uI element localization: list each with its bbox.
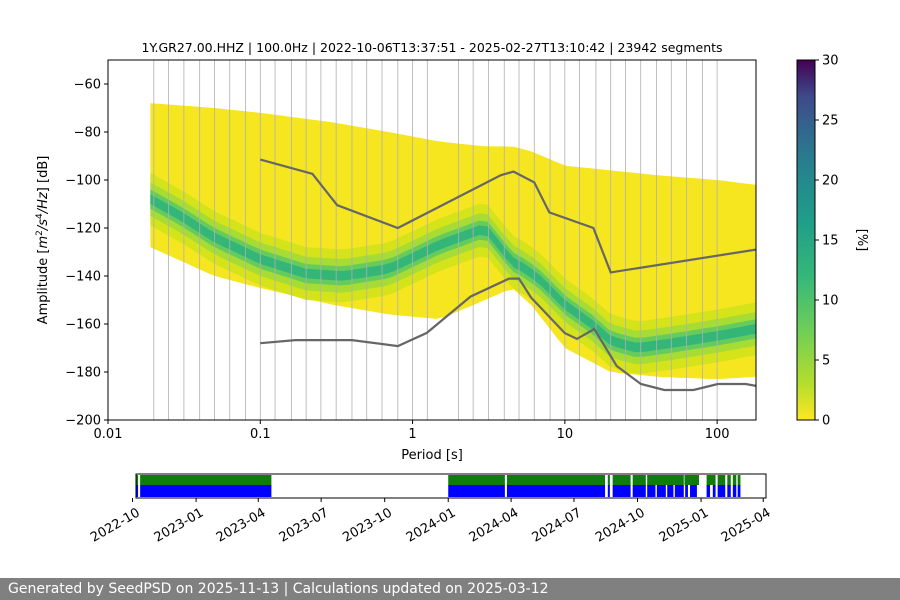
coverage-segment-bottom: [690, 485, 697, 497]
y-axis-ticks: −60 −80 −100 −120 −140 −160 −180 −200: [65, 78, 108, 429]
nlnm-curve: [260, 277, 756, 392]
coverage-segment-bottom: [706, 485, 711, 497]
coverage-segment-bottom: [667, 485, 674, 497]
timeline-tick-label: 2024-10: [593, 505, 648, 545]
x-tick-label: 0.1: [250, 427, 271, 442]
timeline-tick-label: 2024-01: [404, 505, 459, 545]
colorbar-tick-label: 15: [822, 234, 839, 249]
coverage-segment-bottom: [632, 485, 646, 497]
period-grid: [153, 60, 718, 420]
timeline-tick-label: 2024-04: [467, 505, 522, 545]
x-tick-label: 100: [705, 427, 730, 442]
coverage-segment-top: [140, 475, 272, 485]
coverage-segment-bottom: [656, 485, 666, 497]
coverage-segment-top: [647, 475, 684, 485]
coverage-segment-bottom: [727, 485, 731, 497]
coverage-segment-bottom: [674, 485, 684, 497]
coverage-segment-bottom: [140, 485, 272, 497]
plot-frame: [107, 59, 757, 421]
timeline-tick-label: 2025-04: [719, 505, 774, 545]
psd-density-heatmap: [150, 103, 756, 379]
y-tick-label: −100: [65, 174, 101, 189]
colorbar-ticks: 0 5 10 15 20 25 30: [815, 54, 839, 429]
coverage-segment-top: [684, 475, 699, 485]
timeline-tick-label: 2023-07: [277, 505, 332, 545]
timeline-tick-label: 2024-07: [530, 505, 585, 545]
coverage-segment-top: [607, 475, 610, 485]
data-availability-timeline: [136, 475, 741, 497]
coverage-segment-bottom: [712, 485, 716, 497]
timeline-tick-label: 2023-10: [340, 505, 395, 545]
colorbar-tick-label: 0: [822, 414, 830, 429]
coverage-segment-top: [136, 475, 139, 485]
y-tick-label: −120: [65, 222, 101, 237]
coverage-segment-top: [717, 475, 726, 485]
y-tick-label: −60: [74, 78, 101, 93]
colorbar-label: [%]: [854, 229, 869, 252]
coverage-segment-top: [448, 475, 505, 485]
colorbar-tick-label: 25: [822, 114, 839, 129]
noise-models: [260, 158, 756, 392]
chart-title: 1Y.GR27.00.HHZ | 100.0Hz | 2022-10-06T13…: [141, 40, 722, 55]
y-tick-label: −80: [74, 126, 101, 141]
timeline-tick-label: 2025-01: [657, 505, 712, 545]
density-band-2: [150, 182, 756, 365]
nhnm-curve: [260, 158, 756, 274]
coverage-segment-bottom: [717, 485, 726, 497]
colorbar-tick-label: 20: [822, 174, 839, 189]
timeline-frame: [135, 473, 767, 499]
coverage-segment-bottom: [136, 485, 139, 497]
timeline-tick-label: 2023-04: [214, 505, 269, 545]
x-axis-ticks: 0.01 0.1 1 10 100: [94, 420, 730, 442]
colorbar-tick-label: 30: [822, 54, 839, 69]
timeline-tick-label: 2022-10: [88, 505, 143, 545]
coverage-segment-top: [506, 475, 606, 485]
coverage-segment-bottom: [612, 485, 631, 497]
y-axis-label: Amplitude [m2/s4/Hz] [dB]: [35, 156, 51, 325]
coverage-segment-top: [737, 475, 741, 485]
y-tick-label: −200: [65, 414, 101, 429]
x-tick-label: 1: [408, 427, 416, 442]
colorbar: [796, 59, 816, 421]
x-tick-label: 0.01: [94, 427, 123, 442]
coverage-segment-bottom: [647, 485, 656, 497]
colorbar-tick-label: 10: [822, 294, 839, 309]
coverage-segment-bottom: [685, 485, 688, 497]
coverage-segment-bottom: [737, 485, 741, 497]
coverage-segment-bottom: [732, 485, 737, 497]
colorbar-tick-label: 5: [822, 354, 830, 369]
footer-credits: Generated by SeedPSD on 2025-11-13 | Cal…: [0, 578, 900, 600]
timeline-tick-label: 2023-01: [152, 505, 207, 545]
y-tick-label: −140: [65, 270, 101, 285]
coverage-segment-top: [727, 475, 731, 485]
y-tick-label: −160: [65, 318, 101, 333]
density-band-4: [150, 194, 756, 353]
coverage-segment-bottom: [448, 485, 505, 497]
coverage-segment-top: [706, 475, 716, 485]
coverage-segment-bottom: [607, 485, 610, 497]
y-tick-label: −180: [65, 366, 101, 381]
coverage-segment-bottom: [506, 485, 606, 497]
coverage-segment-top: [632, 475, 646, 485]
coverage-segment-top: [612, 475, 631, 485]
x-tick-label: 10: [557, 427, 574, 442]
coverage-segment-top: [732, 475, 737, 485]
timeline-date-ticks: 2022-10 2023-01 2023-04 2023-07 2023-10 2024-…: [88, 498, 773, 546]
x-axis-label: Period [s]: [401, 448, 463, 463]
